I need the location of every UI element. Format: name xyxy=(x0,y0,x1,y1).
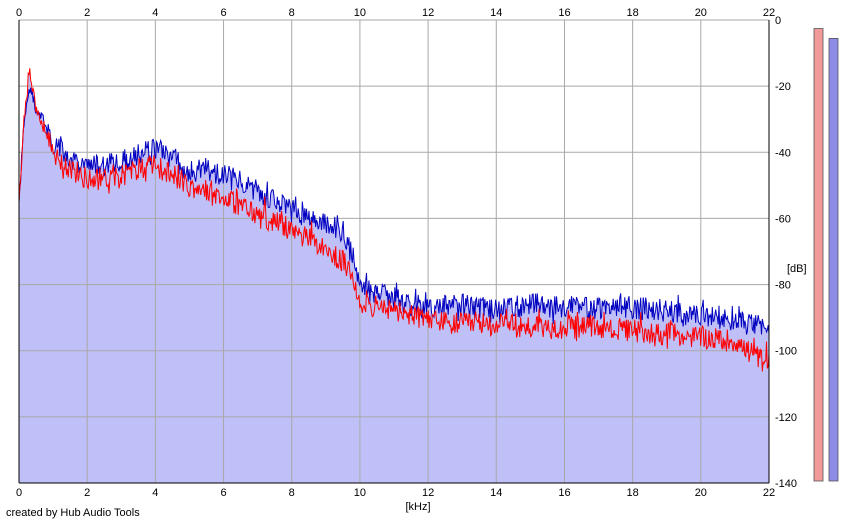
y-tick-label: -140 xyxy=(775,478,797,490)
x-tick-label-bottom: 20 xyxy=(695,487,707,499)
x-tick-label-top: 16 xyxy=(558,7,570,19)
y-tick-label: -40 xyxy=(775,147,791,159)
level-meters xyxy=(813,28,839,482)
x-axis-label: [kHz] xyxy=(405,501,430,513)
y-tick-label: 0 xyxy=(775,15,781,27)
spectrum-fill-layer xyxy=(19,68,769,484)
spectrum-fill xyxy=(19,68,769,484)
x-tick-label-bottom: 12 xyxy=(422,487,434,499)
x-tick-label-bottom: 2 xyxy=(84,487,90,499)
x-tick-label-bottom: 0 xyxy=(16,487,22,499)
y-tick-label: -60 xyxy=(775,213,791,225)
x-tick-label-top: 14 xyxy=(490,7,502,19)
x-tick-label-top: 0 xyxy=(16,7,22,19)
x-tick-label-bottom: 18 xyxy=(627,487,639,499)
axis-layer: 002244668810101212141416161818202022220-… xyxy=(16,7,797,499)
x-tick-label-bottom: 22 xyxy=(763,487,775,499)
x-tick-label-top: 6 xyxy=(220,7,226,19)
y-tick-label: -100 xyxy=(775,346,797,358)
x-tick-label-top: 2 xyxy=(84,7,90,19)
x-tick-label-bottom: 10 xyxy=(354,487,366,499)
series-layer xyxy=(18,68,770,372)
series-line xyxy=(18,68,770,372)
meter-left-bar xyxy=(813,28,824,482)
x-tick-label-top: 22 xyxy=(763,7,775,19)
x-tick-label-bottom: 14 xyxy=(490,487,502,499)
x-tick-label-bottom: 8 xyxy=(289,487,295,499)
x-tick-label-bottom: 4 xyxy=(152,487,158,499)
y-tick-label: -120 xyxy=(775,412,797,424)
x-tick-label-bottom: 6 xyxy=(220,487,226,499)
x-tick-label-bottom: 16 xyxy=(558,487,570,499)
x-tick-label-top: 20 xyxy=(695,7,707,19)
y-tick-label: -80 xyxy=(775,280,791,292)
x-tick-label-top: 8 xyxy=(289,7,295,19)
x-tick-label-top: 4 xyxy=(152,7,158,19)
y-axis-label: [dB] xyxy=(787,263,807,275)
meter-right-bar xyxy=(828,37,839,482)
credit-text: created by Hub Audio Tools xyxy=(6,507,140,519)
x-tick-label-top: 10 xyxy=(354,7,366,19)
y-tick-label: -20 xyxy=(775,81,791,93)
grid-layer xyxy=(18,19,770,484)
x-tick-label-top: 12 xyxy=(422,7,434,19)
x-tick-label-top: 18 xyxy=(627,7,639,19)
